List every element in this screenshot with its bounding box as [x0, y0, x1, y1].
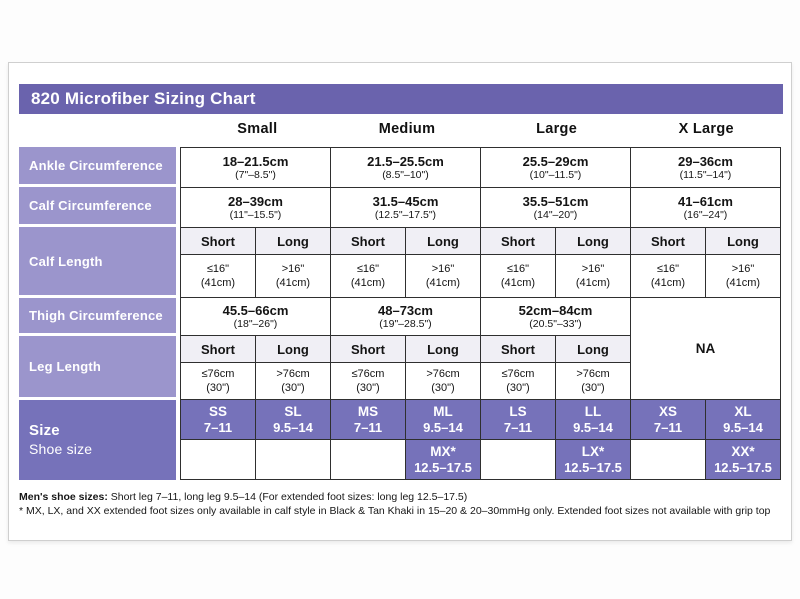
- size-cell-empty: [479, 439, 556, 480]
- ankle-medium-cell: 21.5–25.5cm (8.5"–10"): [329, 147, 481, 188]
- size-cell-ml: ML 9.5–14: [404, 399, 481, 440]
- calf-circ-small-cell: 28–39cm (11"–15.5"): [179, 187, 331, 228]
- size-cell-ss: SS 7–11: [179, 399, 256, 440]
- column-header-small: Small: [237, 121, 278, 137]
- calf-circumference-row: 28–39cm (11"–15.5") 31.5–45cm (12.5"–17.5"…: [179, 187, 782, 228]
- leg-length-short-long-header: Long: [554, 335, 631, 363]
- size-cell-xs: XS 7–11: [629, 399, 706, 440]
- sizing-table-area: Ankle Circumference Calf Circumference C…: [19, 147, 782, 480]
- calf-length-value-cell: ≤16" (41cm): [479, 254, 556, 298]
- leg-length-short-long-header: Short: [179, 335, 256, 363]
- calf-length-value-cell: ≤16" (41cm): [179, 254, 256, 298]
- thigh-medium-cell: 48–73cm (19"–28.5"): [329, 297, 481, 336]
- calf-length-short-long-header: Long: [404, 227, 481, 255]
- size-cell-empty: [179, 439, 256, 480]
- page-title: 820 Microfiber Sizing Chart: [31, 89, 256, 108]
- ankle-row: 18–21.5cm (7"–8.5") 21.5–25.5cm (8.5"–10")…: [179, 147, 782, 188]
- column-header-row: Small Medium Large X Large: [19, 121, 781, 143]
- calf-length-header-row: Short Long Short Long Short Long Short L…: [179, 227, 782, 255]
- shoe-size-label: Shoe size: [29, 441, 93, 457]
- calf-length-value-cell: >16" (41cm): [254, 254, 331, 298]
- sizing-chart-card: 820 Microfiber Sizing Chart Small Medium…: [8, 62, 792, 541]
- sizing-table: 18–21.5cm (7"–8.5") 21.5–25.5cm (8.5"–10")…: [179, 147, 782, 480]
- size-cell-empty: [629, 439, 706, 480]
- leg-length-value-cell: >76cm (30"): [404, 362, 481, 400]
- leg-length-value-cell: >76cm (30"): [254, 362, 331, 400]
- row-header-ankle-circumference: Ankle Circumference: [19, 147, 176, 184]
- calf-length-value-cell: ≤16" (41cm): [329, 254, 406, 298]
- calf-length-short-long-header: Short: [629, 227, 706, 255]
- calf-circ-xlarge-cell: 41–61cm (16"–24"): [629, 187, 782, 228]
- size-cell-mx: MX* 12.5–17.5: [404, 439, 481, 480]
- row-header-calf-length: Calf Length: [19, 227, 176, 295]
- row-header-thigh-circumference: Thigh Circumference: [19, 298, 176, 333]
- calf-circ-medium-cell: 31.5–45cm (12.5"–17.5"): [329, 187, 481, 228]
- calf-length-short-long-header: Long: [704, 227, 782, 255]
- xlarge-na-cell: NA: [629, 297, 782, 400]
- leg-length-short-long-header: Long: [254, 335, 331, 363]
- calf-length-short-long-header: Long: [254, 227, 331, 255]
- size-cell-ls: LS 7–11: [479, 399, 556, 440]
- size-row-1: SS 7–11 SL 9.5–14 MS 7–11 ML 9.5–14 LS 7–11 L…: [179, 399, 782, 440]
- leg-length-value-cell: >76cm (30"): [554, 362, 631, 400]
- row-header-leg-length: Leg Length: [19, 336, 176, 397]
- ankle-large-cell: 25.5–29cm (10"–11.5"): [479, 147, 631, 188]
- thigh-circumference-row: 45.5–66cm (18"–26") 48–73cm (19"–28.5") 52…: [179, 297, 782, 400]
- footnote-line-1-label: Men's shoe sizes:: [19, 491, 108, 503]
- calf-length-values-row: ≤16" (41cm) >16" (41cm) ≤16" (41cm) >16" (41…: [179, 254, 782, 298]
- column-header-medium: Medium: [378, 121, 436, 137]
- size-cell-empty: [254, 439, 331, 480]
- title-bar: 820 Microfiber Sizing Chart: [19, 84, 783, 114]
- leg-length-short-long-header: Short: [329, 335, 406, 363]
- column-header-xlarge: X Large: [678, 121, 734, 137]
- ankle-xlarge-cell: 29–36cm (11.5"–14"): [629, 147, 782, 188]
- footnotes: Men's shoe sizes: Short leg 7–11, long l…: [19, 490, 781, 518]
- calf-length-value-cell: >16" (41cm): [554, 254, 631, 298]
- size-cell-ms: MS 7–11: [329, 399, 406, 440]
- column-header-spacer: [19, 121, 183, 143]
- calf-length-short-long-header: Short: [329, 227, 406, 255]
- calf-length-short-long-header: Short: [179, 227, 256, 255]
- row-header-column: Ankle Circumference Calf Circumference C…: [19, 147, 176, 480]
- calf-length-value-cell: >16" (41cm): [404, 254, 481, 298]
- size-cell-ll: LL 9.5–14: [554, 399, 631, 440]
- size-cell-empty: [329, 439, 406, 480]
- size-cell-sl: SL 9.5–14: [254, 399, 331, 440]
- leg-length-values-row: ≤76cm (30") >76cm (30") ≤76cm (30") >76cm (3…: [179, 362, 780, 400]
- calf-circ-large-cell: 35.5–51cm (14"–20"): [479, 187, 631, 228]
- leg-length-header-row: Short Long Short Long Short Long: [179, 335, 780, 363]
- size-cell-xx: XX* 12.5–17.5: [704, 439, 782, 480]
- thigh-small-cell: 45.5–66cm (18"–26"): [179, 297, 331, 336]
- row-header-size: Size Shoe size: [19, 400, 176, 480]
- footnote-line-1-text: Short leg 7–11, long leg 9.5–14 (For ext…: [107, 491, 468, 503]
- calf-length-value-cell: ≤16" (41cm): [629, 254, 706, 298]
- thigh-large-cell: 52cm–84cm (20.5"–33"): [479, 297, 631, 336]
- calf-length-short-long-header: Short: [479, 227, 556, 255]
- footnote-line-1: Men's shoe sizes: Short leg 7–11, long l…: [19, 490, 781, 504]
- size-row-2: MX* 12.5–17.5 LX* 12.5–17.5 XX* 12.5–17.5: [179, 439, 782, 480]
- size-cell-xl: XL 9.5–14: [704, 399, 782, 440]
- calf-length-short-long-header: Long: [554, 227, 631, 255]
- leg-length-short-long-header: Short: [479, 335, 556, 363]
- calf-length-value-cell: >16" (41cm): [704, 254, 782, 298]
- leg-length-value-cell: ≤76cm (30"): [329, 362, 406, 400]
- size-label: Size: [29, 422, 60, 439]
- row-header-calf-circumference: Calf Circumference: [19, 187, 176, 224]
- column-header-large: Large: [536, 121, 578, 137]
- leg-length-value-cell: ≤76cm (30"): [479, 362, 556, 400]
- ankle-small-cell: 18–21.5cm (7"–8.5"): [179, 147, 331, 188]
- size-cell-lx: LX* 12.5–17.5: [554, 439, 631, 480]
- leg-length-value-cell: ≤76cm (30"): [179, 362, 256, 400]
- leg-length-short-long-header: Long: [404, 335, 481, 363]
- footnote-line-2: * MX, LX, and XX extended foot sizes onl…: [19, 505, 771, 517]
